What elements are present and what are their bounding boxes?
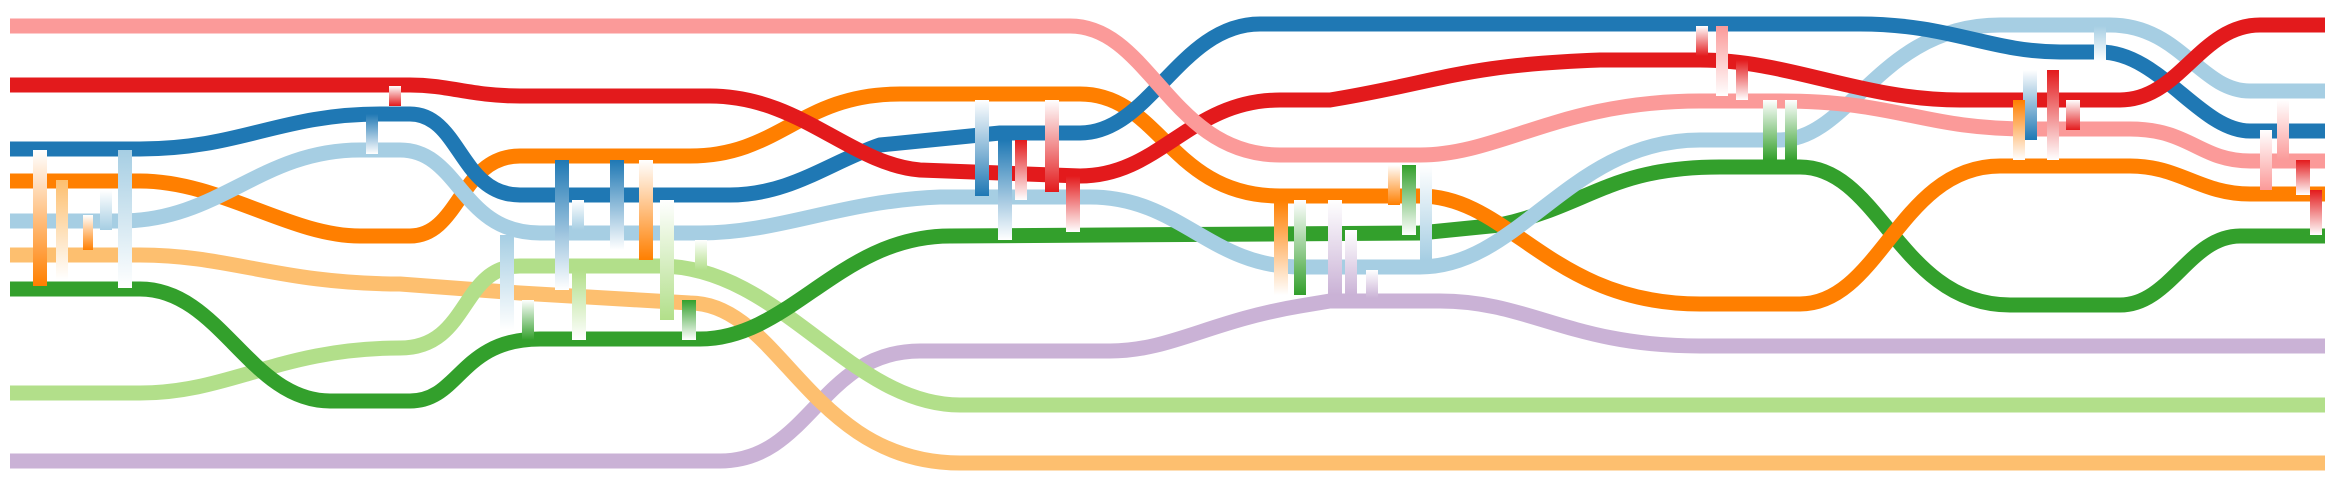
lane-light-orange [10,247,2325,471]
link-connector [1785,100,1797,160]
link-connector [639,160,653,260]
link-connector [975,100,989,196]
link-connector [2277,100,2289,160]
link-connector [500,235,514,330]
link-connector [1328,200,1342,295]
lane-light-blue [10,17,2325,275]
link-connector [1402,165,1416,235]
link-connector [2013,100,2025,160]
link-connector [1015,140,1027,200]
link-connector [572,200,584,230]
link-connector [1366,270,1378,298]
link-connector [555,160,569,290]
link-connector [2094,26,2106,61]
lane-pink [10,18,2325,169]
link-connector [572,270,586,340]
link-connector [660,200,674,320]
link-connector [1045,100,1059,192]
link-connector [1420,165,1432,260]
link-connector [2310,190,2322,235]
link-connector [118,150,132,288]
link-connector [389,86,401,106]
link-connector [56,180,68,280]
lane-group [10,16,2325,471]
link-connector [1696,26,1708,56]
link-connector [682,300,696,340]
link-connector [1294,200,1306,295]
link-connector [1388,165,1400,205]
link-connector [610,160,624,250]
lane-purple [10,293,2325,469]
link-connector [998,140,1012,240]
link-connector [2023,70,2037,140]
link-connector [1716,26,1728,96]
link-connector [2066,100,2080,130]
link-group [33,26,2322,340]
lane-dark-blue [10,16,2325,203]
link-connector [1763,100,1777,160]
link-connector [2260,130,2272,190]
link-connector [33,150,47,286]
link-connector [522,300,534,340]
lane-orange [10,86,2325,312]
link-connector [83,215,93,250]
lane-red [10,17,2325,184]
link-connector [1274,200,1288,295]
link-connector [100,190,112,230]
link-connector [366,114,378,154]
link-connector [1345,230,1357,295]
link-connector [1736,60,1748,100]
link-connector [695,240,707,270]
link-connector [1066,176,1080,232]
link-connector [2047,70,2059,160]
link-connector [2296,160,2310,195]
